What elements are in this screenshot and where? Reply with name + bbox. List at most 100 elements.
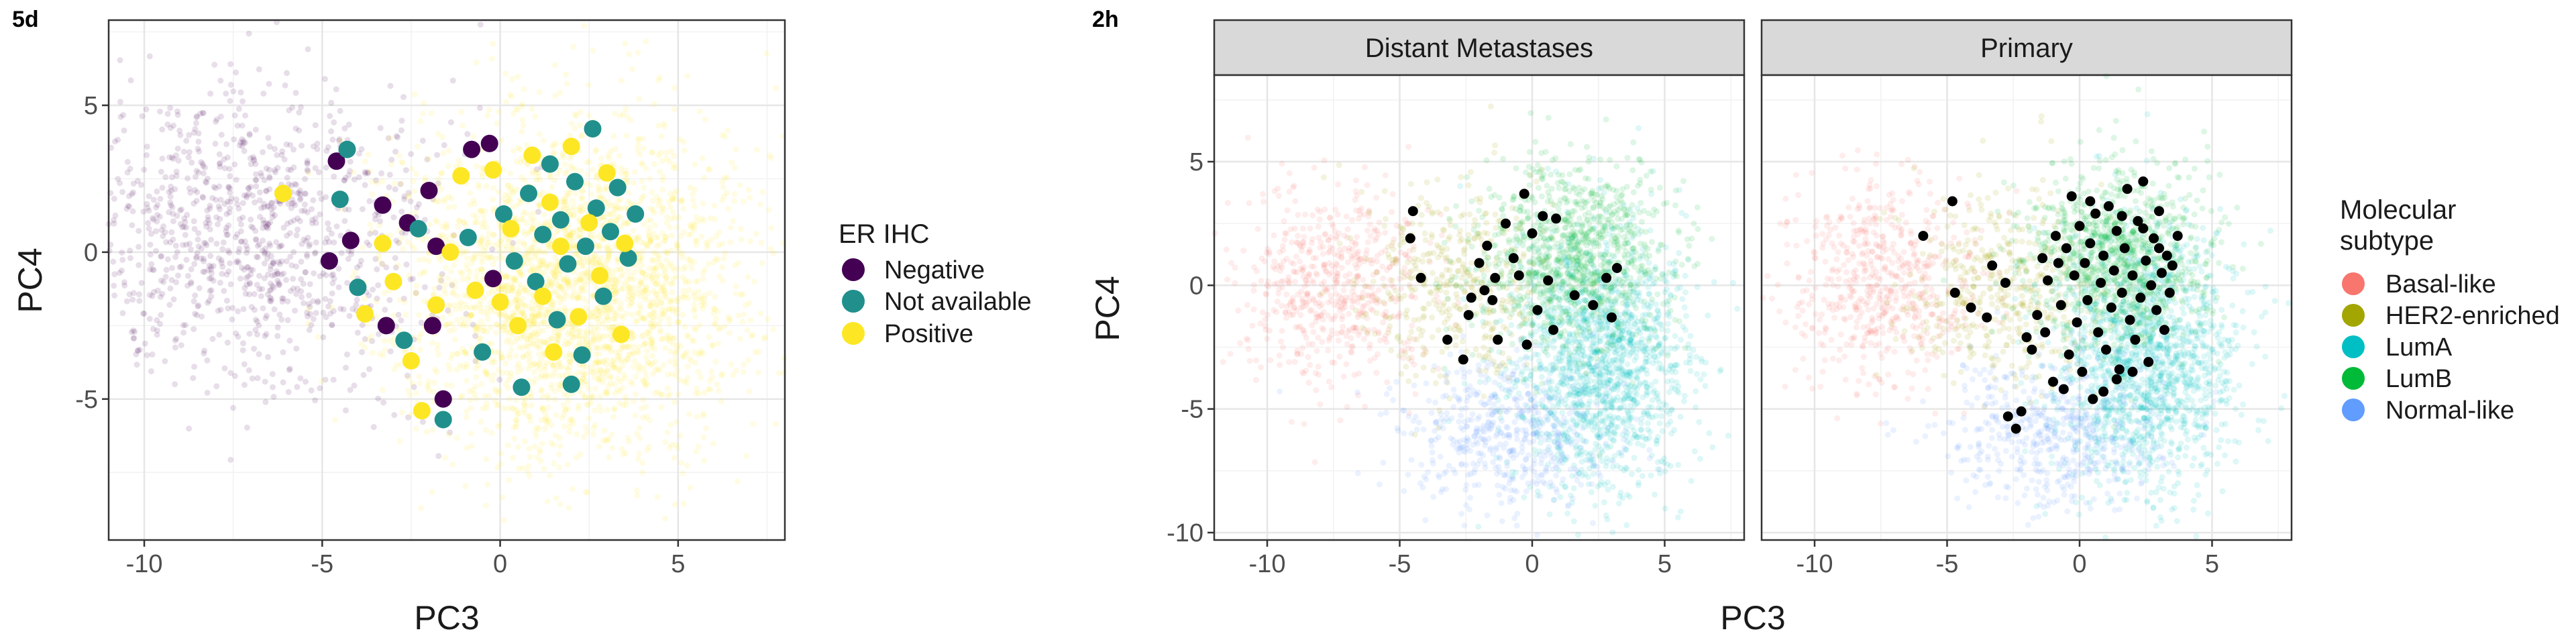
cloud-point-negative (194, 312, 200, 319)
cloud-point-positive (747, 195, 753, 201)
cloud-point-negative (268, 199, 275, 206)
cloud-point-negative (274, 270, 281, 277)
cloud-point-basal-like (1309, 322, 1316, 329)
cloud-point-negative (125, 203, 131, 209)
cloud-point-negative (294, 190, 301, 197)
cloud-point-her2-enriched (1438, 251, 1444, 258)
cloud-point-negative (364, 169, 371, 176)
cloud-point-positive (423, 429, 430, 435)
cloud-point-basal-like (1302, 211, 1308, 218)
cloud-point-negative (449, 282, 455, 288)
cloud-point-negative (151, 288, 157, 295)
cloud-point-negative (398, 117, 405, 124)
cloud-point-positive (435, 352, 441, 358)
cloud-point-negative (129, 222, 136, 229)
cloud-point-positive (730, 217, 737, 224)
cloud-point-her2-enriched (1520, 251, 1527, 257)
cloud-point-negative (144, 205, 151, 211)
cloud-point-positive (362, 295, 368, 302)
cloud-point-positive (519, 308, 526, 315)
cloud-point-positive (708, 236, 714, 243)
point-positive (384, 272, 402, 290)
cloud-point-negative (204, 207, 211, 214)
cloud-point-negative (119, 256, 126, 263)
cloud-point-negative (196, 148, 203, 155)
cloud-point-positive (694, 237, 700, 244)
cloud-point-positive (381, 337, 388, 344)
cloud-point-negative (386, 297, 393, 303)
point-positive (402, 352, 420, 370)
cloud-point-negative (322, 376, 329, 383)
cloud-point-positive (733, 290, 739, 297)
cloud-point-positive (639, 469, 645, 476)
cloud-point-negative (201, 256, 207, 262)
cloud-point-positive (664, 332, 670, 339)
cloud-point-positive (716, 326, 722, 333)
cloud-point-negative (138, 280, 145, 286)
cloud-point-negative (312, 397, 319, 404)
cloud-point-negative (317, 273, 323, 280)
cloud-point-her2-enriched (1408, 268, 1415, 274)
cloud-point-positive (640, 415, 647, 421)
point-positive (545, 343, 563, 361)
cloud-point-negative (402, 167, 409, 174)
cloud-point-basal-like (1280, 278, 1286, 284)
cloud-point-basal-like (1333, 279, 1340, 286)
cloud-point-basal-like (1264, 335, 1271, 342)
cloud-point-negative (227, 98, 233, 104)
point-not-available (559, 255, 577, 273)
cloud-point-her2-enriched (1484, 267, 1491, 273)
point-negative (341, 231, 360, 250)
cloud-point-positive (636, 343, 643, 350)
cloud-point-positive (549, 184, 555, 191)
cloud-point-negative (393, 133, 400, 140)
cloud-point-basal-like (1307, 225, 1313, 232)
cloud-point-negative (413, 290, 419, 297)
cloud-point-positive (662, 234, 669, 240)
cloud-point-basal-like (1340, 298, 1347, 305)
cloud-point-positive (653, 301, 660, 308)
cloud-point-negative (290, 217, 297, 224)
cloud-point-negative (246, 291, 253, 298)
cloud-point-basal-like (1341, 232, 1348, 239)
cloud-point-her2-enriched (1417, 332, 1424, 339)
cloud-point-negative (331, 173, 337, 180)
cloud-point-positive (514, 304, 521, 311)
cloud-point-positive (506, 198, 513, 205)
cloud-point-basal-like (1286, 170, 1293, 176)
facet-label-distant-metastases: Distant Metastases (1365, 34, 1593, 63)
cloud-point-negative (173, 279, 180, 286)
cloud-point-negative (254, 331, 260, 338)
cloud-point-negative (345, 121, 352, 128)
cloud-point-negative (240, 306, 247, 313)
cloud-point-positive (414, 144, 421, 150)
cloud-point-positive (622, 205, 629, 211)
cloud-point-negative (174, 108, 180, 115)
cloud-point-negative (201, 239, 207, 246)
cloud-point-positive (659, 158, 665, 164)
cloud-point-positive (405, 195, 411, 201)
cloud-point-negative (237, 238, 244, 245)
cloud-point-negative (163, 266, 170, 273)
cloud-point-negative (227, 281, 234, 288)
cloud-point-positive (602, 374, 608, 380)
cloud-point-positive (561, 289, 568, 296)
cloud-point-basal-like (1301, 421, 1307, 427)
cloud-point-negative (180, 148, 187, 155)
cloud-point-basal-like (1340, 373, 1347, 380)
cloud-point-negative (323, 164, 329, 171)
cloud-point-negative (157, 196, 164, 202)
cloud-point-negative (146, 193, 152, 200)
cloud-point-negative (266, 144, 273, 150)
cloud-point-her2-enriched (1336, 240, 1343, 247)
cloud-point-positive (579, 263, 585, 270)
cloud-point-positive (437, 278, 443, 285)
cloud-point-negative (441, 142, 447, 148)
cloud-point-basal-like (1362, 403, 1368, 410)
cloud-point-negative (207, 203, 213, 209)
cloud-point-positive (747, 238, 753, 245)
cloud-point-positive (391, 180, 398, 187)
cloud-point-positive (620, 451, 627, 458)
cloud-point-her2-enriched (1404, 307, 1411, 314)
cloud-point-positive (534, 363, 541, 370)
